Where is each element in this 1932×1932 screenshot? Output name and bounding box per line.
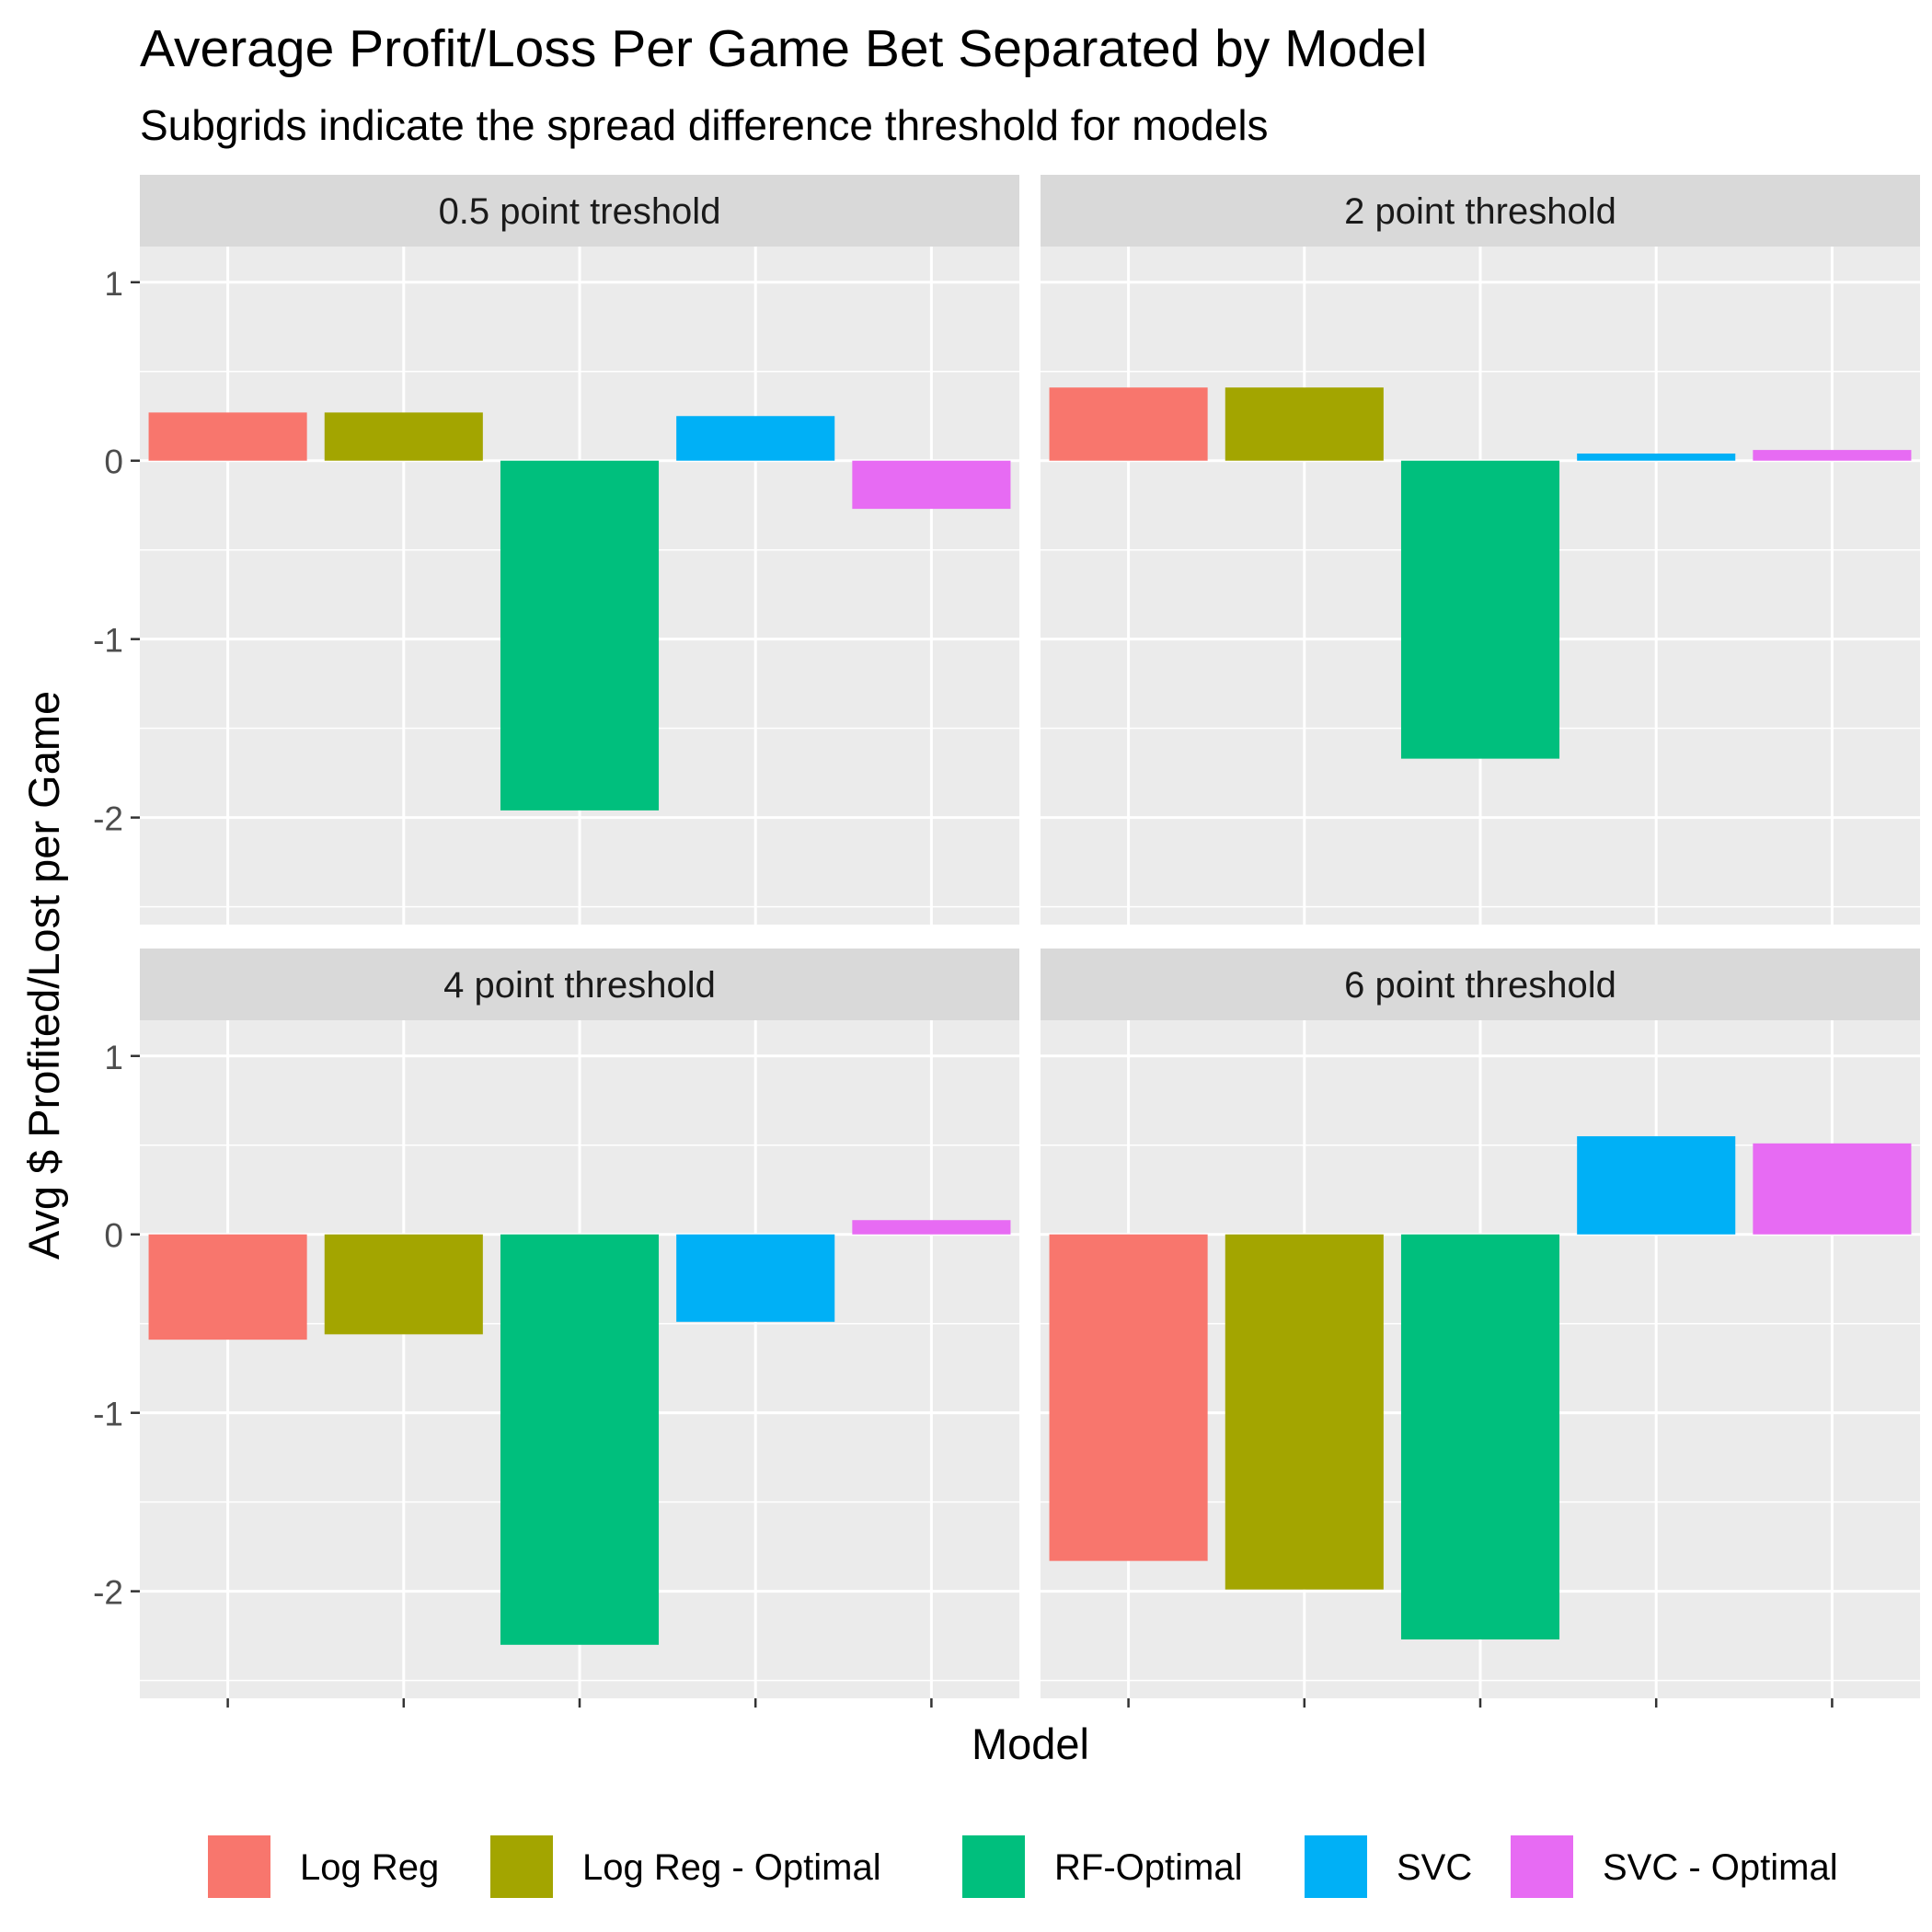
bar [148,1234,307,1340]
facet-strip [1041,949,1920,1020]
bar [852,460,1011,510]
legend-item: Log Reg [208,1835,439,1898]
bar [852,1220,1011,1235]
bar [1225,387,1384,461]
bar [500,1234,660,1645]
facet-panel: 4 point threshold 1 0 -1 -2 [93,949,1019,1708]
x-axis-label: Model [972,1719,1089,1768]
bar [1577,453,1736,461]
legend-swatch [490,1835,553,1898]
bar [500,460,660,811]
bar [1400,1234,1560,1639]
facet-strip [140,949,1019,1020]
facet-strip-label: 4 point threshold [443,965,716,1006]
facet-strip-label: 6 point threshold [1344,965,1616,1006]
bar [676,1234,835,1322]
legend-item: SVC - Optimal [1511,1835,1838,1898]
y-tick-label: -1 [93,622,123,660]
facet-panel: 6 point threshold [1041,949,1920,1708]
bar [1400,460,1560,759]
bar [1049,1234,1208,1561]
y-tick-label: 0 [104,443,123,481]
bar [148,412,307,461]
y-tick-label: 1 [104,265,123,303]
bar [1049,387,1208,461]
bar [1753,450,1912,461]
legend-label: Log Reg [300,1847,439,1888]
y-tick-label: -2 [93,1574,123,1612]
facet-strip [140,175,1019,247]
chart-subtitle: Subgrids indicate the spread difference … [140,101,1269,149]
bar [676,416,835,461]
bar [324,1234,483,1335]
legend-item: SVC [1305,1835,1472,1898]
facet-strip-label: 2 point threshold [1344,191,1616,232]
facet-panel: 2 point threshold [1041,175,1920,925]
y-tick-label: -2 [93,800,123,838]
legend-swatch [1511,1835,1573,1898]
y-tick-label: -1 [93,1396,123,1433]
bar [1225,1234,1384,1590]
legend-label: SVC [1397,1847,1472,1888]
legend-item: RF-Optimal [962,1835,1242,1898]
y-tick-label: 1 [104,1039,123,1076]
bar [1577,1136,1736,1235]
y-tick-label: 0 [104,1217,123,1255]
legend-swatch [962,1835,1025,1898]
legend-swatch [1305,1835,1367,1898]
facet-strip [1041,175,1920,247]
bar [1753,1143,1912,1235]
legend-swatch [208,1835,270,1898]
legend-label: SVC - Optimal [1603,1847,1838,1888]
legend-label: Log Reg - Optimal [582,1847,881,1888]
facet-strip-label: 0.5 point treshold [439,191,721,232]
chart-title: Average Profit/Loss Per Game Bet Separat… [140,19,1427,78]
bar [324,412,483,461]
y-axis-label: Avg $ Profited/Lost per Game [19,691,68,1259]
legend-label: RF-Optimal [1054,1847,1242,1888]
panels: 0.5 point treshold 1 0 -1 -2 2 point threshol… [93,175,1920,1708]
legend-item: Log Reg - Optimal [490,1835,881,1898]
facet-panel: 0.5 point treshold 1 0 -1 -2 [93,175,1019,925]
legend: Log Reg Log Reg - Optimal RF-Optimal SVC SVC… [208,1835,1838,1898]
